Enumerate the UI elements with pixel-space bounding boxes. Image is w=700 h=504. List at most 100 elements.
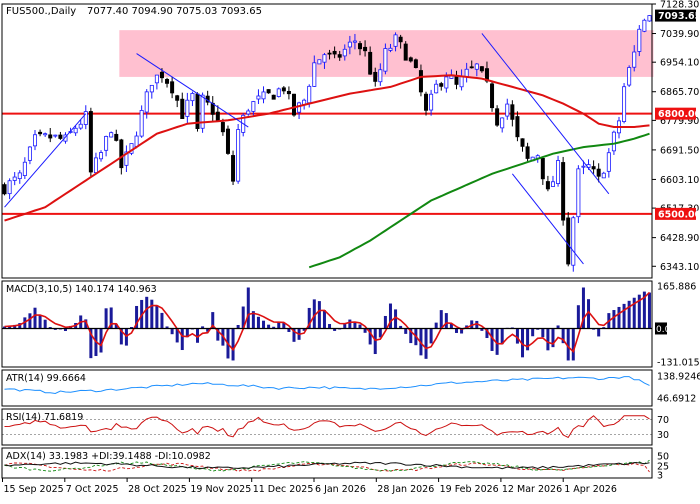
candle-body [114,133,119,141]
macd-bar [475,320,479,329]
macd-bar [196,328,200,343]
macd-bar [272,326,276,329]
price-tick-label: 7039.90 [660,29,699,40]
macd-bar [637,294,641,329]
macd-bar [353,321,357,329]
candle-body [403,43,408,61]
macd-bar [89,328,93,359]
rsi-line [4,415,650,439]
candle-body [317,59,322,65]
macd-bar [84,319,88,329]
candle-body [398,36,403,43]
macd-bar [368,328,372,345]
macd-bar [33,307,37,329]
macd-bar [114,323,118,329]
atr-tick-label: 138.9246 [657,372,700,383]
candle-body [215,111,220,121]
macd-bar [8,325,12,329]
candle-body [408,57,413,62]
candle-body [73,127,78,134]
macd-bar [155,305,159,329]
candle-body [7,180,12,195]
adx-line [4,461,650,470]
macd-bar [3,326,7,329]
macd-bar [262,320,266,329]
candle-body [454,76,459,85]
candle-body [632,51,637,68]
adx-tick-label: 50 [657,452,669,463]
macd-bar [99,328,103,353]
macd-bar [104,308,108,329]
macd-bar [383,315,387,329]
atr-line [4,376,650,395]
ma-fast-line [4,74,650,222]
macd-bar [358,324,362,329]
price-tick-label: 6343.10 [660,262,699,273]
macd-bar [495,328,499,355]
candle-body [165,79,170,84]
candle-body [58,134,63,139]
candle-body [200,94,205,129]
candle-body [637,28,642,52]
candle-body [332,50,337,55]
candle-body [266,89,271,94]
macd-bar [63,328,67,332]
macd-bar [444,313,448,329]
atr-label: ATR(14) 99.6664 [6,373,86,384]
candle-body [175,95,180,101]
candle-body [124,151,129,166]
macd-bar [449,323,453,329]
candle-body [119,139,124,169]
candle-body [48,134,53,139]
candle-body [347,41,352,48]
macd-bar [561,328,565,344]
price-tick-label: 7128.30 [660,0,699,11]
macd-zero-box [655,322,667,335]
macd-bar [180,328,184,351]
candle-body [439,83,444,87]
candle-body [271,94,276,100]
macd-bar [109,307,113,329]
candle-body [358,43,363,50]
macd-bar [490,328,494,351]
macd-bar [170,328,174,335]
macd-bar [43,319,47,329]
price-tick-label: 6779.90 [660,116,699,127]
macd-bar [571,328,575,361]
price-panel: 7128.30 7039.90 6954.10 6865.70 6779.90 6691.… [1,0,700,279]
x-tick-label: 28 Oct 2025 [128,484,187,495]
candle-body [342,48,347,57]
macd-bar [500,328,504,345]
x-tick-label: 1 Apr 2026 [564,484,617,495]
candle-body [256,95,261,100]
macd-bar [236,324,240,329]
macd-bar [231,328,235,361]
candle-body [78,123,83,129]
adx-tick-label: 3 [657,470,663,481]
macd-bar [409,328,413,344]
candle-body [556,160,561,184]
adx-panel-frame [1,447,653,479]
macd-bar [328,324,332,329]
macd-bar [343,324,347,329]
macd-bar [515,328,519,344]
macd-bar [28,313,32,329]
macd-bar [627,300,631,329]
x-tick-label: 7 Oct 2025 [66,484,119,495]
candle-body [444,76,449,89]
macd-bar [165,326,169,329]
candle-body [515,116,520,138]
candle-body [27,146,32,161]
candle-body [550,181,555,187]
macd-bar [556,325,560,329]
macd-bar [287,328,291,332]
adx-label: ADX(14) 33.1983 +DI:39.1488 -DI:10.0982 [6,451,211,462]
macd-bar [394,309,398,329]
macd-bar [439,310,443,329]
candle-body [185,99,190,117]
candle-body [368,51,373,75]
candle-body [312,62,317,87]
x-tick-label: 19 Nov 2025 [190,484,251,495]
candle-body [104,136,109,151]
macd-bar [13,324,17,329]
